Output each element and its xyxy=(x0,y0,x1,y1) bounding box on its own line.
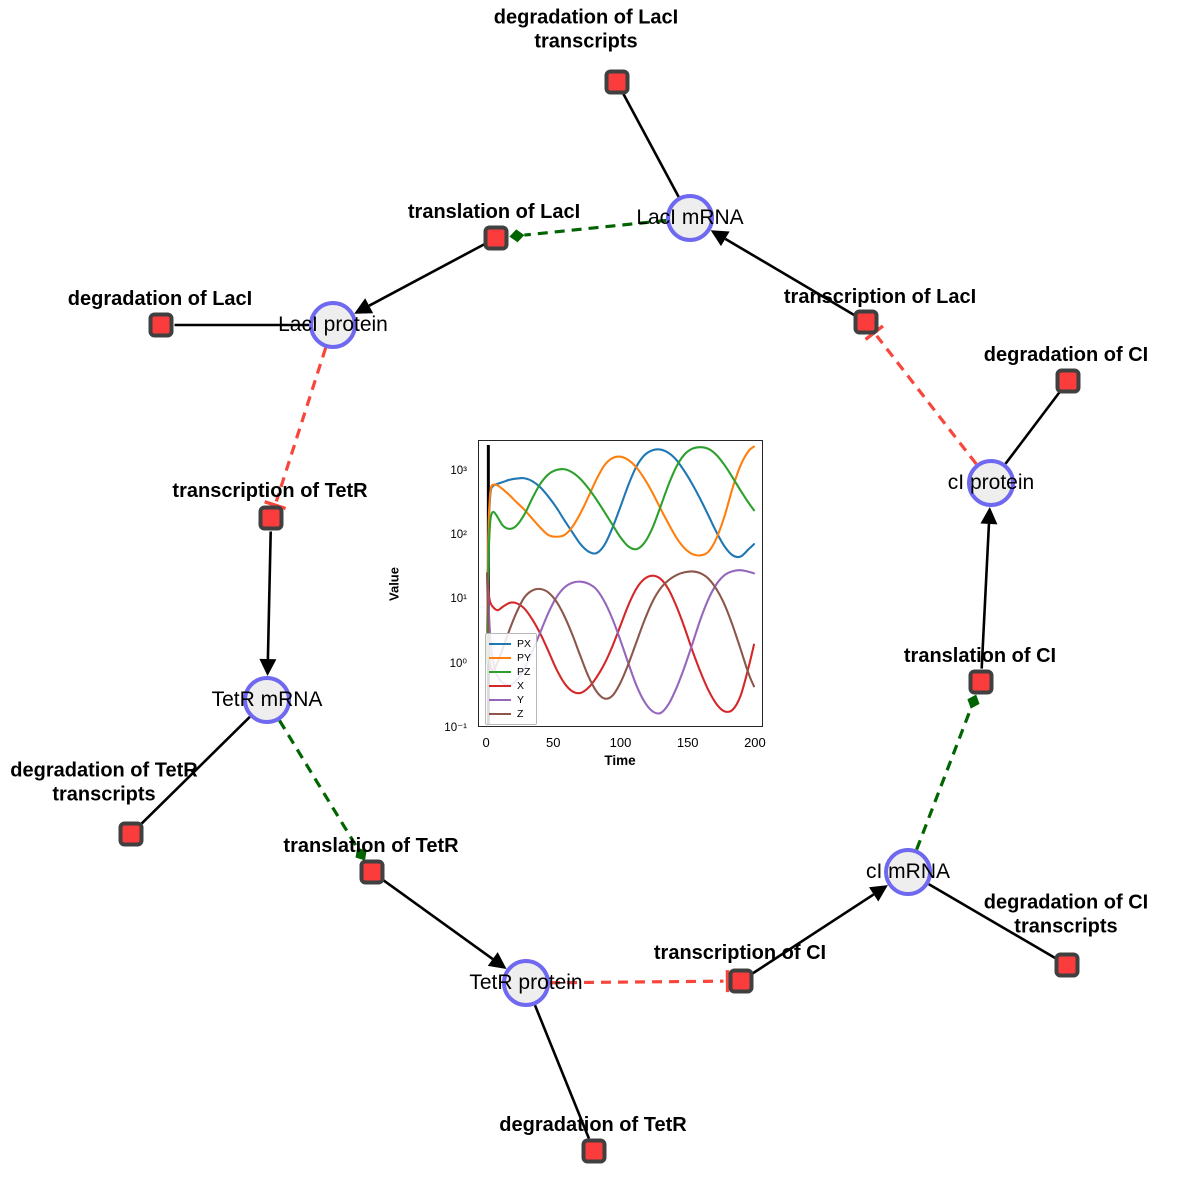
y-axis-ticks: 10⁻¹ 10⁰ 10¹ 10² 10³ xyxy=(420,432,472,735)
legend-row-PY: PY xyxy=(489,651,531,665)
x-tick-label: 0 xyxy=(482,735,490,750)
series-line-PZ xyxy=(485,446,756,664)
legend-row-X: X xyxy=(489,679,531,693)
y-tick-label: 10⁻¹ xyxy=(444,722,467,734)
legend-row-Y: Y xyxy=(489,693,531,707)
x-tick-label: 100 xyxy=(609,735,632,750)
legend-row-PZ: PZ xyxy=(489,665,531,679)
arrowhead-triangle-icon xyxy=(980,506,998,525)
legend-row-PX: PX xyxy=(489,637,531,651)
edge-inhibit xyxy=(274,347,328,502)
reaction-node-deg_tetr[interactable] xyxy=(581,1138,607,1164)
edge-inhibit xyxy=(549,979,724,985)
arrowhead-tee-icon xyxy=(264,500,287,511)
arrowhead-triangle-icon xyxy=(487,952,507,969)
species-node-laci_protein[interactable] xyxy=(309,301,357,349)
reaction-node-transcription_tetr[interactable] xyxy=(258,505,284,531)
x-axis-ticks: 0 50 100 150 200 xyxy=(478,731,766,751)
legend-row-Z: Z xyxy=(489,707,531,721)
edge-produce xyxy=(368,243,485,307)
y-tick-label: 10¹ xyxy=(450,592,467,605)
legend-label: X xyxy=(517,679,525,692)
x-tick-label: 150 xyxy=(676,735,699,750)
series-line-X xyxy=(485,572,756,713)
arrowhead-diamond-icon xyxy=(967,694,980,709)
inset-timeseries-chart: 10⁻¹ 10⁰ 10¹ 10² 10³ Value PX PY PZ X Y Z 0 50 100 1… xyxy=(387,432,770,768)
edge-modifier xyxy=(915,708,973,851)
edge-produce xyxy=(382,878,494,961)
edge-consume xyxy=(622,93,680,198)
reaction-node-translation_ci[interactable] xyxy=(968,669,994,695)
reaction-node-deg_ci[interactable] xyxy=(1055,368,1081,394)
edge-inhibit xyxy=(875,334,978,466)
reaction-node-deg_tetr_transcripts[interactable] xyxy=(118,821,144,847)
y-tick-label: 10³ xyxy=(450,464,467,477)
arrowhead-diamond-icon xyxy=(509,229,525,243)
x-tick-label: 50 xyxy=(546,735,561,750)
edge-modifier xyxy=(524,218,667,237)
series-line-PY xyxy=(485,445,756,664)
series-line-PX xyxy=(485,448,756,664)
legend-swatch-icon xyxy=(489,699,511,701)
legend-label: PZ xyxy=(517,665,531,678)
arrowhead-triangle-icon xyxy=(354,298,374,314)
edge-produce xyxy=(266,531,273,660)
edge-modifier xyxy=(278,719,359,849)
x-axis-label: Time xyxy=(604,753,636,768)
legend-label: PX xyxy=(517,637,532,650)
species-node-ci_protein[interactable] xyxy=(967,459,1015,507)
edge-consume xyxy=(1004,390,1061,465)
species-node-tetr_mrna[interactable] xyxy=(243,676,291,724)
plot-area: PX PY PZ X Y Z xyxy=(478,440,763,727)
arrowhead-diamond-icon xyxy=(355,847,367,861)
edge-produce xyxy=(751,893,875,975)
species-node-tetr_protein[interactable] xyxy=(502,959,550,1007)
legend-swatch-icon xyxy=(489,713,511,715)
y-tick-label: 10⁰ xyxy=(449,657,467,670)
edge-consume xyxy=(139,715,251,826)
species-node-laci_mrna[interactable] xyxy=(666,194,714,242)
legend-label: Z xyxy=(517,707,524,720)
species-node-ci_mrna[interactable] xyxy=(884,848,932,896)
chart-legend: PX PY PZ X Y Z xyxy=(485,633,538,725)
reaction-node-transcription_laci[interactable] xyxy=(853,309,879,335)
reaction-node-transcription_ci[interactable] xyxy=(728,968,754,994)
reaction-node-deg_ci_transcripts[interactable] xyxy=(1054,952,1080,978)
arrowhead-triangle-icon xyxy=(259,658,277,677)
legend-swatch-icon xyxy=(489,643,511,645)
x-tick-label: 200 xyxy=(744,735,766,750)
y-axis-label: Value xyxy=(386,567,402,601)
legend-label: Y xyxy=(517,693,525,706)
legend-swatch-icon xyxy=(489,657,511,659)
reaction-node-translation_tetr[interactable] xyxy=(359,859,385,885)
edge-consume xyxy=(928,882,1057,960)
reaction-node-deg_laci[interactable] xyxy=(148,312,174,338)
reaction-node-deg_laci_transcripts[interactable] xyxy=(604,69,630,95)
edge-produce xyxy=(724,237,856,317)
arrowhead-triangle-icon xyxy=(710,230,730,247)
edge-consume xyxy=(533,1004,591,1139)
legend-label: PY xyxy=(517,651,532,664)
arrowhead-triangle-icon xyxy=(869,885,888,902)
edge-produce xyxy=(980,523,991,669)
legend-swatch-icon xyxy=(489,671,511,673)
reaction-node-translation_laci[interactable] xyxy=(483,225,509,251)
y-tick-label: 10² xyxy=(450,528,467,541)
legend-swatch-icon xyxy=(489,685,511,687)
